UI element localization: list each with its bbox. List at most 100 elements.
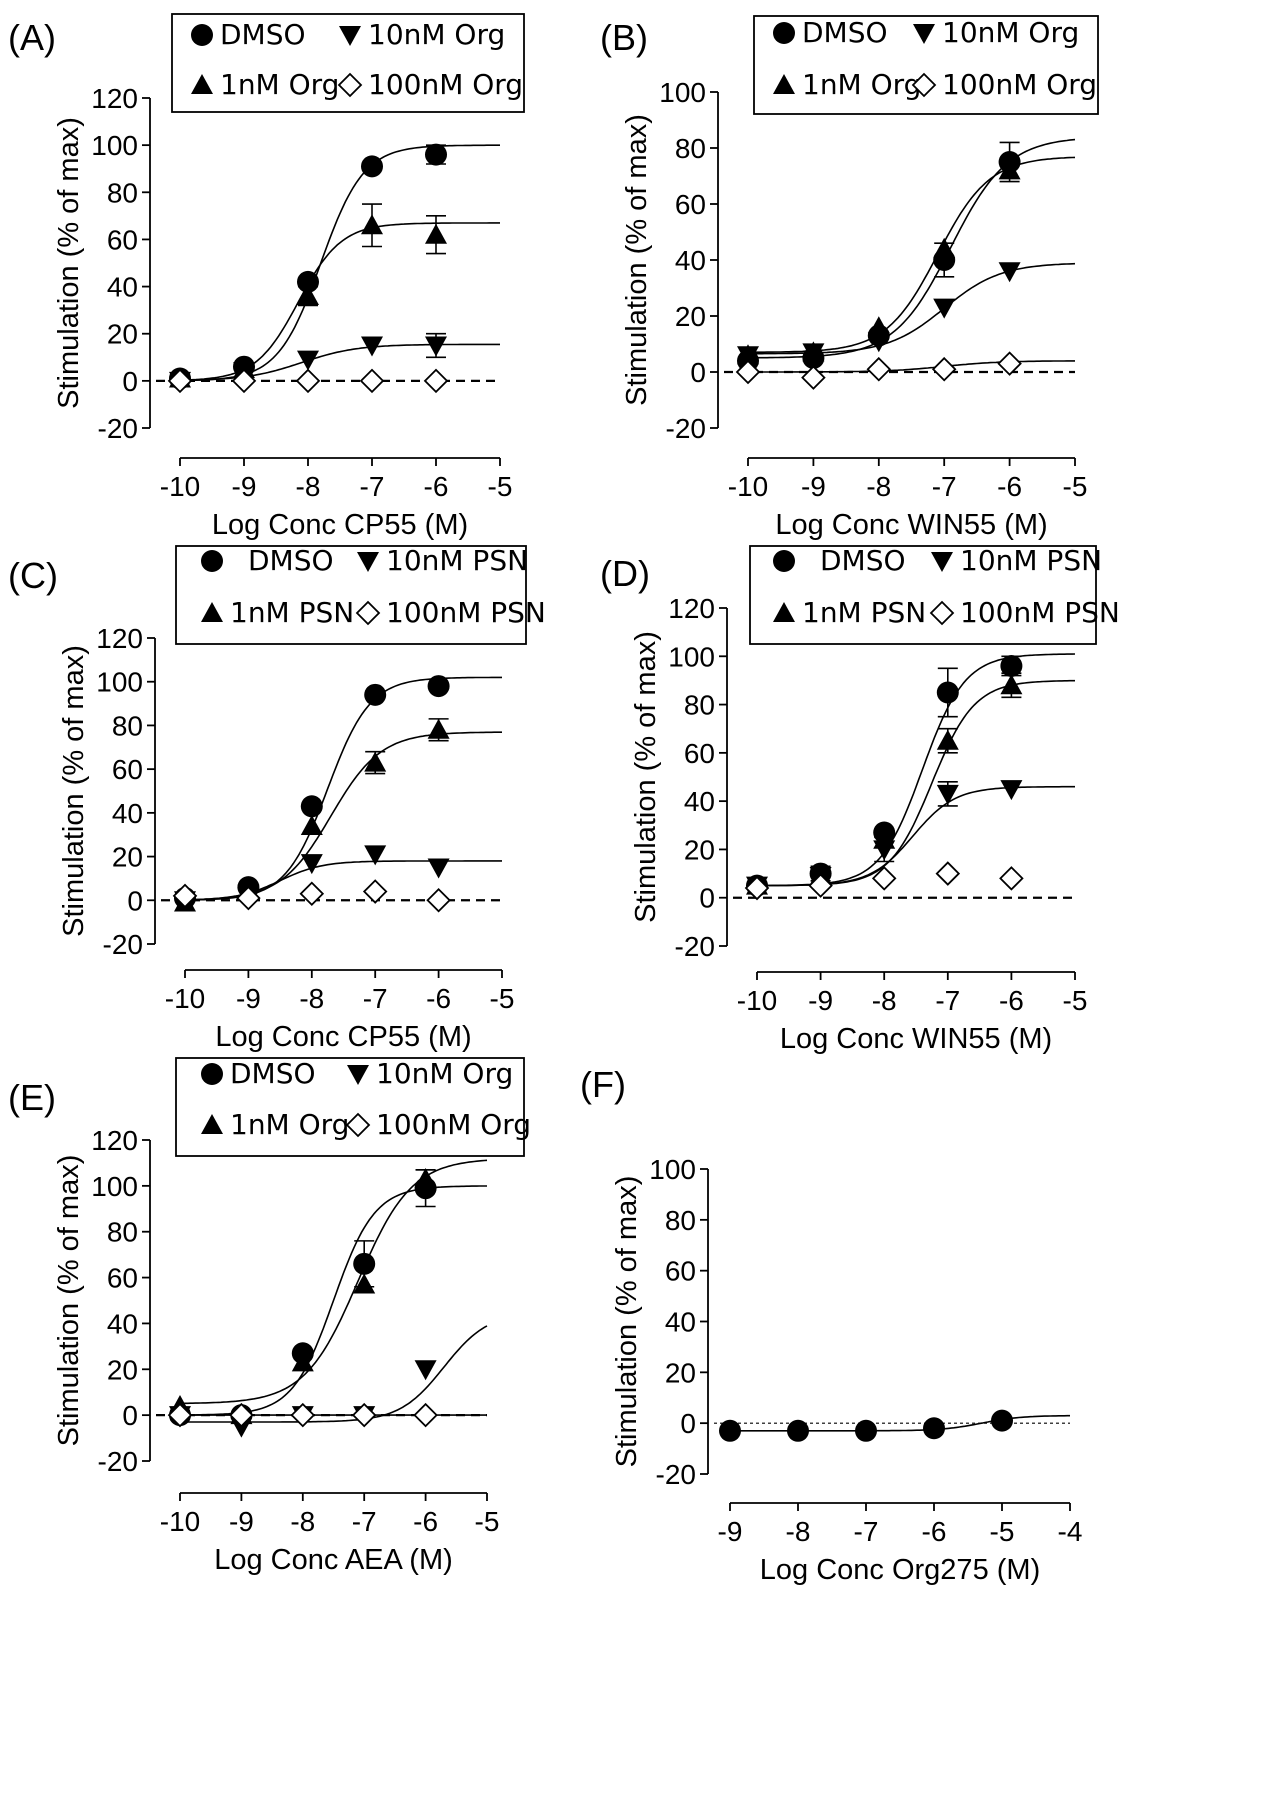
legend-marker	[357, 552, 379, 572]
fit-curve	[185, 676, 502, 901]
fit-curve	[730, 1414, 1070, 1432]
series-10nm-org	[737, 262, 1076, 367]
legend-marker	[201, 1114, 223, 1134]
x-tick-label: -9	[718, 1516, 743, 1547]
series-dmso	[746, 653, 1076, 897]
data-point	[936, 681, 959, 704]
legend-marker	[345, 1112, 371, 1138]
y-tick-label: 20	[112, 842, 143, 873]
x-tick-label: -5	[475, 1506, 500, 1537]
data-point	[719, 1419, 741, 1442]
x-tick-label: -5	[990, 1516, 1015, 1547]
data-point	[866, 356, 892, 382]
data-point	[936, 729, 959, 750]
fit-curve	[757, 679, 1075, 887]
data-point	[351, 1402, 377, 1428]
legend-label: 1nM PSN	[802, 596, 926, 629]
series-100nm-org	[167, 1402, 487, 1428]
x-tick-label: -7	[935, 985, 960, 1016]
y-tick-label: -20	[656, 1459, 696, 1490]
y-tick-label: 60	[675, 189, 706, 220]
fit-curve	[748, 156, 1076, 354]
data-point	[802, 341, 825, 362]
panel-label: (D)	[600, 553, 650, 594]
legend: DMSO 10nM Org 1nM Org 100nM Org	[753, 15, 1099, 115]
y-tick-label: 60	[112, 754, 143, 785]
legend-marker	[191, 24, 213, 46]
y-tick-label: -20	[103, 929, 143, 960]
x-tick-label: -7	[360, 471, 385, 502]
data-point	[1000, 674, 1023, 695]
y-tick-label: 120	[91, 1125, 138, 1156]
series-100nm-psn	[744, 861, 1024, 901]
y-tick-label: 0	[680, 1408, 696, 1439]
data-point	[359, 368, 385, 394]
legend-label: 10nM Org	[942, 16, 1079, 49]
y-tick-label: -20	[666, 413, 706, 444]
y-tick-label: 0	[122, 1400, 138, 1431]
x-tick-label: -10	[737, 985, 777, 1016]
data-point	[299, 881, 325, 907]
series-1nm-org	[169, 1159, 488, 1425]
fit-curve	[180, 1325, 488, 1423]
y-tick-label: 20	[684, 834, 715, 865]
legend-label: 10nM PSN	[960, 544, 1102, 577]
legend-label: DMSO	[230, 1057, 316, 1090]
fit-curve	[185, 860, 502, 901]
legend-label: 100nM PSN	[960, 596, 1120, 629]
data-point	[923, 1417, 945, 1440]
series-data	[719, 1409, 1070, 1442]
series-100nm-org	[167, 368, 449, 394]
fit-curve	[748, 138, 1076, 359]
legend-marker	[773, 22, 795, 44]
legend-label: 1nM Org	[220, 68, 339, 101]
y-axis-title: Stimulation (% of max)	[630, 631, 662, 923]
legend-label: 100nM PSN	[386, 596, 546, 629]
legend-label: 100nM Org	[376, 1108, 531, 1141]
data-point	[361, 155, 383, 178]
data-point	[936, 784, 959, 805]
data-point	[1000, 654, 1023, 677]
x-tick-label: -10	[160, 471, 200, 502]
data-point	[290, 1402, 316, 1428]
y-axis-title: Stimulation (% of max)	[53, 117, 85, 409]
legend-label: DMSO	[802, 16, 888, 49]
legend-marker	[931, 552, 953, 572]
x-tick-label: -8	[296, 471, 321, 502]
x-axis-title: Log Conc AEA (M)	[214, 1544, 453, 1576]
data-point	[991, 1409, 1013, 1432]
data-point	[935, 861, 961, 886]
data-point	[167, 1402, 193, 1428]
legend-marker	[773, 550, 795, 572]
y-tick-label: 20	[107, 319, 138, 350]
legend-marker	[339, 26, 361, 46]
x-tick-label: -7	[854, 1516, 879, 1547]
fit-curve	[184, 731, 502, 901]
y-tick-label: 120	[668, 593, 715, 624]
x-tick-label: -6	[997, 471, 1022, 502]
panel-label: (B)	[600, 17, 648, 58]
data-point	[998, 159, 1021, 180]
legend-label: 10nM PSN	[386, 544, 528, 577]
x-tick-label: -6	[922, 1516, 947, 1547]
panel-d: (D) -20 0 20 40 60 80 100 120 -10 -9 -8 -7 -6 -5 Log Co…	[600, 544, 1120, 1055]
y-tick-label: 20	[107, 1354, 138, 1385]
x-tick-label: -6	[426, 983, 451, 1014]
data-point	[300, 814, 323, 835]
y-tick-label: 100	[91, 130, 138, 161]
legend: DMSO 10nM Org 1nM Org 100nM Org	[175, 1057, 531, 1157]
legend-marker	[355, 600, 381, 626]
x-tick-label: -10	[165, 983, 205, 1014]
x-tick-label: -8	[290, 1506, 315, 1537]
data-point	[361, 214, 383, 235]
data-point	[737, 344, 759, 365]
x-tick-label: -5	[490, 983, 515, 1014]
data-point	[426, 888, 451, 913]
data-point	[425, 223, 447, 244]
x-tick-label: -9	[801, 471, 826, 502]
panel-label: (F)	[580, 1064, 626, 1105]
series-1nm-org	[737, 156, 1076, 365]
legend-box	[749, 545, 1097, 645]
y-axis-title: Stimulation (% of max)	[53, 1155, 85, 1447]
data-point	[427, 858, 450, 879]
